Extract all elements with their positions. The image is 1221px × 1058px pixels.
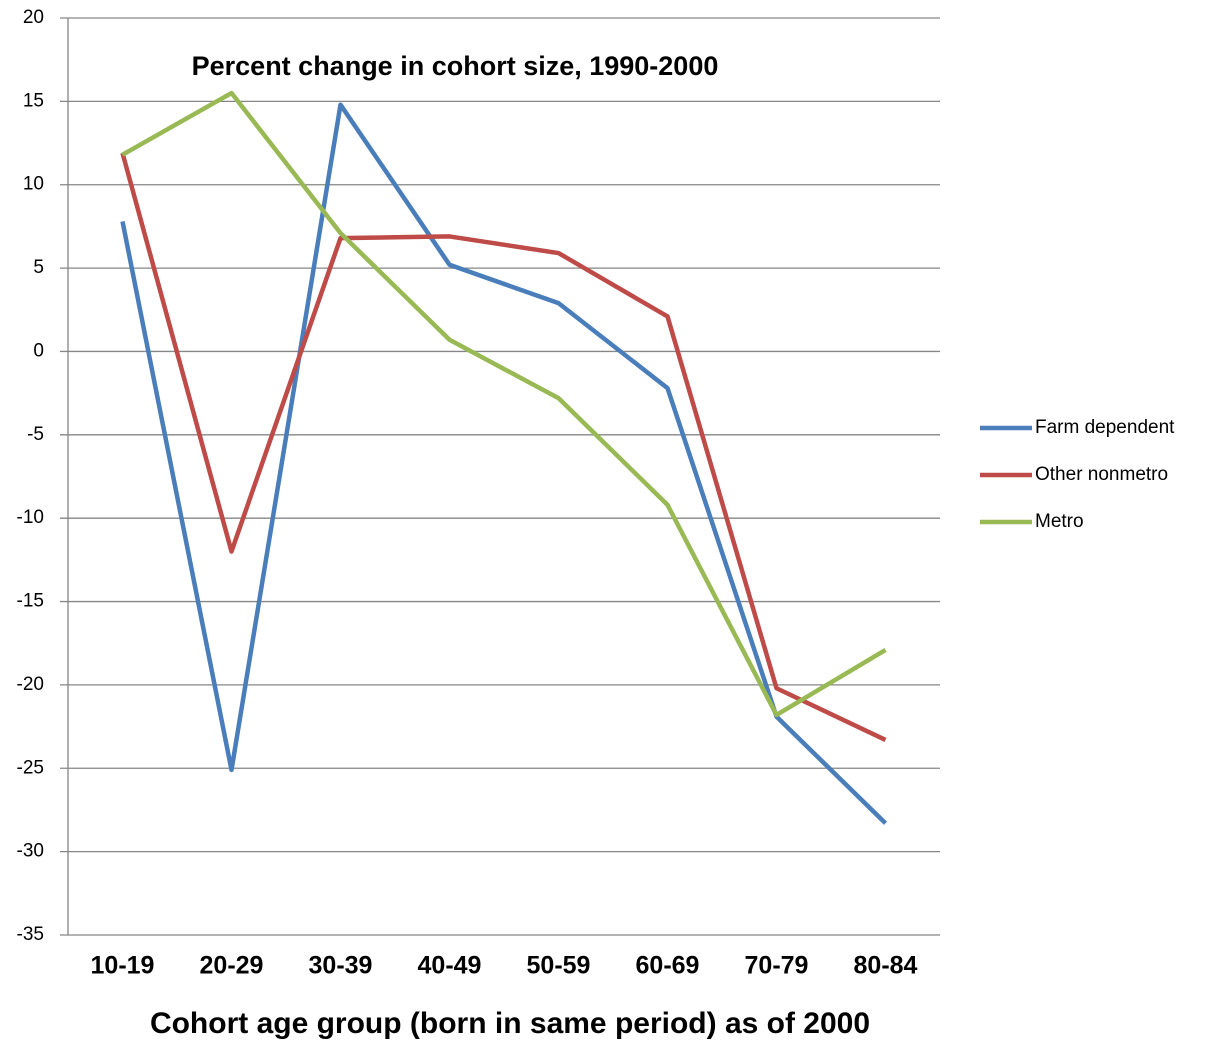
chart-title: Percent change in cohort size, 1990-2000 bbox=[192, 51, 719, 81]
legend-label: Farm dependent bbox=[1035, 417, 1175, 438]
y-tick-label: 10 bbox=[23, 174, 44, 195]
series-line bbox=[120, 152, 887, 742]
x-tick-label: 10-19 bbox=[91, 952, 155, 980]
x-tick-label: 70-79 bbox=[745, 952, 809, 980]
legend-label: Metro bbox=[1035, 511, 1084, 532]
legend-label: Other nonmetro bbox=[1035, 464, 1168, 485]
series-line bbox=[120, 102, 888, 825]
y-tick-label: -20 bbox=[17, 674, 44, 695]
x-tick-label: 50-59 bbox=[527, 952, 591, 980]
y-tick-label: -15 bbox=[17, 591, 44, 612]
y-tick-label: 5 bbox=[33, 257, 44, 278]
y-tick-label: 15 bbox=[23, 90, 44, 111]
y-tick-label: -35 bbox=[17, 924, 44, 945]
y-tick-label: -10 bbox=[17, 507, 44, 528]
x-tick-label: 80-84 bbox=[854, 952, 918, 980]
y-tick-label: -30 bbox=[17, 841, 44, 862]
series-line bbox=[121, 90, 887, 718]
y-tick-label: -25 bbox=[17, 757, 44, 778]
x-tick-label: 20-29 bbox=[200, 952, 264, 980]
x-tick-label: 40-49 bbox=[418, 952, 482, 980]
x-tick-label: 60-69 bbox=[636, 952, 700, 980]
x-tick-label: 30-39 bbox=[309, 952, 373, 980]
x-axis-label: Cohort age group (born in same period) a… bbox=[150, 1007, 870, 1040]
y-tick-label: 20 bbox=[23, 7, 44, 28]
y-tick-label: 0 bbox=[33, 340, 44, 361]
y-tick-label: -5 bbox=[27, 424, 44, 445]
